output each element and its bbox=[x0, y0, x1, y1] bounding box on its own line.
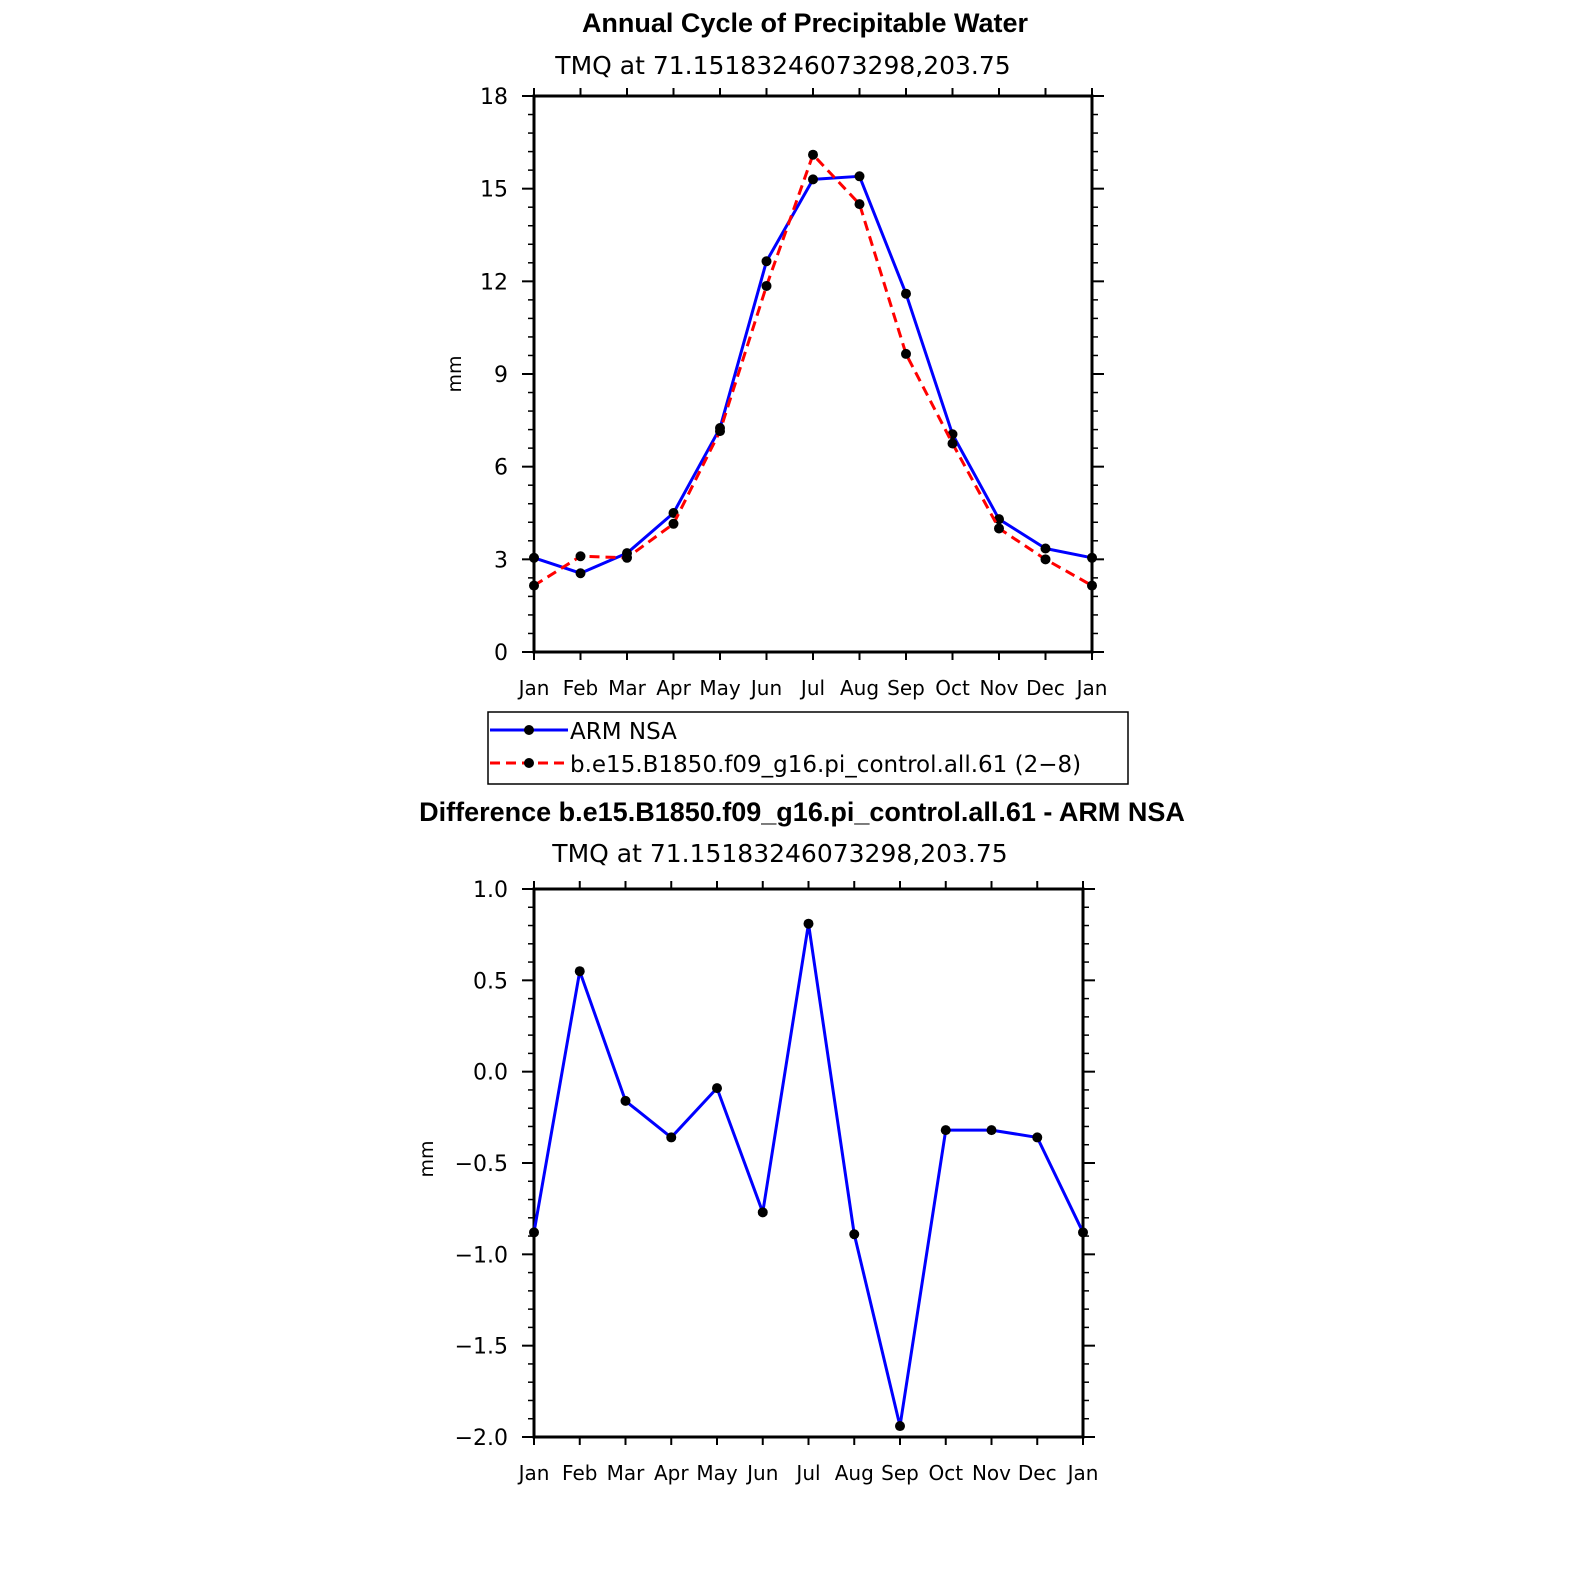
x-tick-label: Oct bbox=[935, 676, 970, 700]
y-axis-label: mm bbox=[444, 355, 466, 392]
legend-entry-model: b.e15.B1850.f09_g16.pi_control.all.61 (2… bbox=[490, 752, 1081, 778]
chart-title: Difference b.e15.B1850.f09_g16.pi_contro… bbox=[419, 797, 1185, 827]
x-tick-label: Aug bbox=[835, 1461, 874, 1485]
data-point-series-0 bbox=[666, 1132, 677, 1143]
data-point-series-0 bbox=[895, 1421, 905, 1432]
x-tick-label: Jun bbox=[745, 1461, 778, 1485]
y-tick-label: −1.0 bbox=[455, 1243, 508, 1268]
chart-subtitle: TMQ at 71.15183246073298,203.75 bbox=[554, 51, 1010, 80]
series-line-0 bbox=[533, 174, 1093, 575]
y-tick-label: 9 bbox=[494, 363, 508, 388]
data-point-series-1 bbox=[854, 199, 865, 210]
x-tick-label: Jan bbox=[1066, 1461, 1099, 1485]
x-tick-label: Mar bbox=[607, 1461, 646, 1485]
y-tick-label: −1.5 bbox=[455, 1335, 508, 1360]
legend-marker-arm-nsa bbox=[524, 725, 534, 735]
y-tick-label: 12 bbox=[480, 270, 508, 295]
data-point-series-1 bbox=[1087, 580, 1097, 591]
y-tick-label: 15 bbox=[480, 178, 508, 203]
x-tick-label: Apr bbox=[656, 676, 691, 700]
x-tick-label: Nov bbox=[979, 676, 1018, 700]
chart-title: Annual Cycle of Precipitable Water bbox=[582, 8, 1029, 38]
data-point-series-1 bbox=[947, 438, 958, 449]
x-tick-label: Oct bbox=[928, 1461, 963, 1485]
data-point-series-1 bbox=[761, 280, 772, 291]
legend: ARM NSA b.e15.B1850.f09_g16.pi_control.a… bbox=[487, 711, 1129, 785]
data-point-series-1 bbox=[575, 551, 586, 562]
plot-area: Jan Feb Mar Apr May Jun Jul Aug Sep Oct Nov Dec Jan−… bbox=[455, 878, 1099, 1485]
data-point-series-1 bbox=[668, 518, 679, 529]
data-point-series-0 bbox=[986, 1125, 997, 1136]
x-tick-label: Jan bbox=[1075, 676, 1108, 700]
data-point-series-0 bbox=[575, 568, 586, 579]
plot-frame bbox=[532, 887, 1085, 1439]
y-tick-label: −2.0 bbox=[455, 1426, 508, 1451]
legend-label-model: b.e15.B1850.f09_g16.pi_control.all.61 (2… bbox=[570, 752, 1081, 778]
y-tick-label: 3 bbox=[494, 548, 508, 573]
data-point-series-1 bbox=[622, 552, 632, 563]
legend-label-arm-nsa: ARM NSA bbox=[570, 719, 677, 745]
chart-subtitle: TMQ at 71.15183246073298,203.75 bbox=[551, 839, 1007, 868]
x-tick-label: Jan bbox=[517, 676, 550, 700]
y-tick-label: 1.0 bbox=[473, 878, 508, 903]
data-point-series-0 bbox=[808, 174, 818, 185]
data-point-series-1 bbox=[529, 580, 539, 591]
y-tick-label: 6 bbox=[494, 456, 508, 481]
series-line-1 bbox=[533, 153, 1093, 587]
x-tick-label: Mar bbox=[608, 676, 647, 700]
x-tick-label: Aug bbox=[840, 676, 879, 700]
data-point-series-0 bbox=[854, 171, 865, 182]
x-tick-label: Sep bbox=[887, 676, 925, 700]
data-point-series-1 bbox=[808, 149, 818, 160]
data-point-series-0 bbox=[901, 288, 911, 299]
y-axis-label: mm bbox=[416, 1140, 438, 1177]
data-point-series-0 bbox=[1078, 1227, 1088, 1238]
legend-entry-arm-nsa: ARM NSA bbox=[490, 719, 677, 745]
x-tick-label: Jan bbox=[517, 1461, 550, 1485]
x-tick-label: Dec bbox=[1018, 1461, 1057, 1485]
x-tick-label: Jun bbox=[749, 676, 782, 700]
data-point-series-0 bbox=[529, 552, 539, 563]
data-point-series-0 bbox=[757, 1207, 768, 1218]
x-tick-label: Apr bbox=[654, 1461, 689, 1485]
y-tick-label: 0.0 bbox=[473, 1061, 508, 1086]
data-point-series-0 bbox=[529, 1227, 539, 1238]
data-point-series-1 bbox=[994, 523, 1004, 534]
y-tick-label: 18 bbox=[480, 85, 508, 110]
x-tick-label: Jul bbox=[794, 1461, 820, 1485]
data-point-series-0 bbox=[803, 918, 814, 929]
data-point-series-0 bbox=[712, 1083, 722, 1094]
x-tick-label: May bbox=[699, 676, 741, 700]
x-tick-label: Sep bbox=[881, 1461, 919, 1485]
data-point-series-1 bbox=[715, 426, 725, 437]
data-point-series-1 bbox=[901, 348, 911, 359]
annual-cycle-chart: Annual Cycle of Precipitable Water TMQ a… bbox=[444, 8, 1107, 700]
y-tick-label: −0.5 bbox=[455, 1152, 508, 1177]
x-tick-label: May bbox=[696, 1461, 738, 1485]
data-point-series-0 bbox=[1040, 543, 1051, 554]
x-tick-label: Nov bbox=[972, 1461, 1011, 1485]
data-point-series-1 bbox=[1040, 554, 1051, 565]
x-tick-label: Feb bbox=[562, 1461, 597, 1485]
y-tick-label: 0.5 bbox=[473, 969, 508, 994]
data-point-series-0 bbox=[1087, 552, 1097, 563]
legend-marker-model bbox=[524, 758, 534, 768]
x-tick-label: Feb bbox=[563, 676, 598, 700]
data-point-series-0 bbox=[761, 256, 772, 267]
x-tick-label: Dec bbox=[1026, 676, 1065, 700]
series-line-0 bbox=[532, 922, 1085, 1428]
data-point-series-0 bbox=[1032, 1132, 1043, 1143]
legend-box bbox=[487, 711, 1129, 785]
plot-area: Jan Feb Mar Apr May Jun Jul Aug Sep Oct Nov Dec Jan 0… bbox=[480, 85, 1107, 700]
x-tick-label: Jul bbox=[799, 676, 825, 700]
data-point-series-0 bbox=[940, 1125, 951, 1136]
data-point-series-0 bbox=[574, 966, 585, 977]
data-point-series-0 bbox=[620, 1095, 631, 1106]
difference-chart: Difference b.e15.B1850.f09_g16.pi_contro… bbox=[416, 797, 1185, 1485]
data-point-series-0 bbox=[849, 1229, 860, 1240]
y-tick-label: 0 bbox=[494, 641, 508, 666]
